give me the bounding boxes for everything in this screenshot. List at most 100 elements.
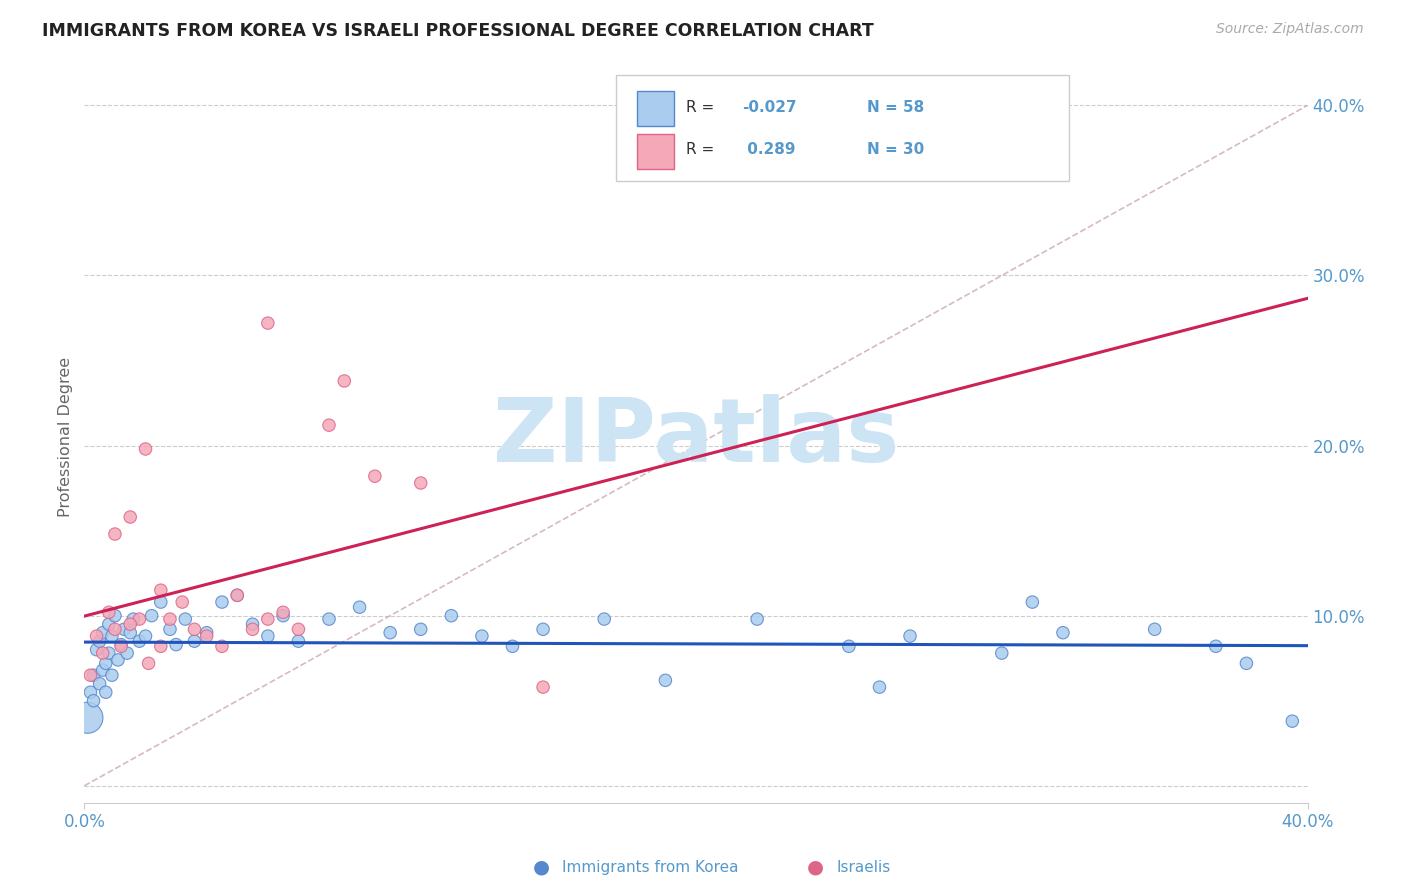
Point — [1021, 595, 1043, 609]
Point — [174, 612, 197, 626]
Point — [242, 617, 264, 632]
Point — [79, 668, 101, 682]
Point — [94, 657, 117, 671]
Point — [502, 640, 524, 654]
Point — [159, 622, 181, 636]
Point — [149, 583, 172, 598]
Point — [79, 685, 101, 699]
Point — [141, 608, 163, 623]
Point — [211, 640, 233, 654]
FancyBboxPatch shape — [637, 91, 673, 126]
Point — [380, 625, 402, 640]
Point — [349, 600, 371, 615]
Point — [110, 640, 132, 654]
Text: Israelis: Israelis — [837, 860, 891, 874]
Point — [112, 622, 135, 636]
Point — [195, 625, 218, 640]
Text: R =: R = — [686, 142, 720, 157]
Point — [257, 612, 280, 626]
Point — [1205, 640, 1227, 654]
Point — [409, 475, 432, 490]
Text: 0.289: 0.289 — [742, 142, 796, 157]
Point — [120, 625, 142, 640]
Point — [115, 646, 138, 660]
Text: IMMIGRANTS FROM KOREA VS ISRAELI PROFESSIONAL DEGREE CORRELATION CHART: IMMIGRANTS FROM KOREA VS ISRAELI PROFESS… — [42, 22, 875, 40]
Point — [898, 629, 921, 643]
Point — [531, 680, 554, 694]
Text: Source: ZipAtlas.com: Source: ZipAtlas.com — [1216, 22, 1364, 37]
FancyBboxPatch shape — [616, 75, 1069, 181]
Text: ●: ● — [533, 857, 550, 877]
Point — [226, 588, 249, 602]
Point — [101, 668, 124, 682]
Point — [107, 653, 129, 667]
Point — [159, 612, 181, 626]
Point — [120, 617, 142, 632]
Point — [287, 634, 309, 648]
Point — [94, 685, 117, 699]
Point — [86, 629, 108, 643]
Point — [91, 625, 114, 640]
Point — [869, 680, 891, 694]
Point — [471, 629, 494, 643]
Point — [747, 612, 769, 626]
Point — [76, 711, 98, 725]
Point — [97, 646, 120, 660]
Point — [226, 588, 249, 602]
Point — [128, 634, 150, 648]
Point — [122, 612, 145, 626]
Point — [195, 629, 218, 643]
Point — [257, 316, 280, 330]
Point — [86, 642, 108, 657]
Text: N = 58: N = 58 — [868, 100, 925, 115]
Point — [101, 629, 124, 643]
Text: Immigrants from Korea: Immigrants from Korea — [562, 860, 740, 874]
Point — [271, 605, 294, 619]
Point — [242, 622, 264, 636]
Text: ●: ● — [807, 857, 824, 877]
Point — [593, 612, 616, 626]
Point — [257, 629, 280, 643]
Point — [97, 617, 120, 632]
Point — [110, 638, 132, 652]
Point — [991, 646, 1014, 660]
Point — [83, 668, 105, 682]
Point — [89, 677, 111, 691]
Point — [1234, 657, 1257, 671]
Point — [165, 638, 187, 652]
Point — [1281, 714, 1303, 728]
Point — [271, 608, 294, 623]
Point — [183, 634, 205, 648]
Point — [333, 374, 356, 388]
Point — [149, 595, 172, 609]
Point — [104, 527, 127, 541]
Point — [172, 595, 194, 609]
Point — [120, 510, 142, 524]
Text: N = 30: N = 30 — [868, 142, 925, 157]
FancyBboxPatch shape — [637, 134, 673, 169]
Point — [1143, 622, 1166, 636]
Point — [318, 612, 340, 626]
Point — [91, 646, 114, 660]
Point — [1052, 625, 1074, 640]
Point — [91, 663, 114, 677]
Point — [531, 622, 554, 636]
Point — [83, 694, 105, 708]
Point — [135, 442, 157, 456]
Point — [838, 640, 860, 654]
Text: ZIPatlas: ZIPatlas — [494, 393, 898, 481]
Point — [97, 605, 120, 619]
Point — [128, 612, 150, 626]
Point — [135, 629, 157, 643]
Point — [183, 622, 205, 636]
Point — [104, 622, 127, 636]
Point — [287, 622, 309, 636]
Text: -0.027: -0.027 — [742, 100, 797, 115]
Point — [104, 608, 127, 623]
Text: R =: R = — [686, 100, 720, 115]
Point — [318, 418, 340, 433]
Point — [138, 657, 160, 671]
Point — [149, 640, 172, 654]
Point — [211, 595, 233, 609]
Point — [89, 634, 111, 648]
